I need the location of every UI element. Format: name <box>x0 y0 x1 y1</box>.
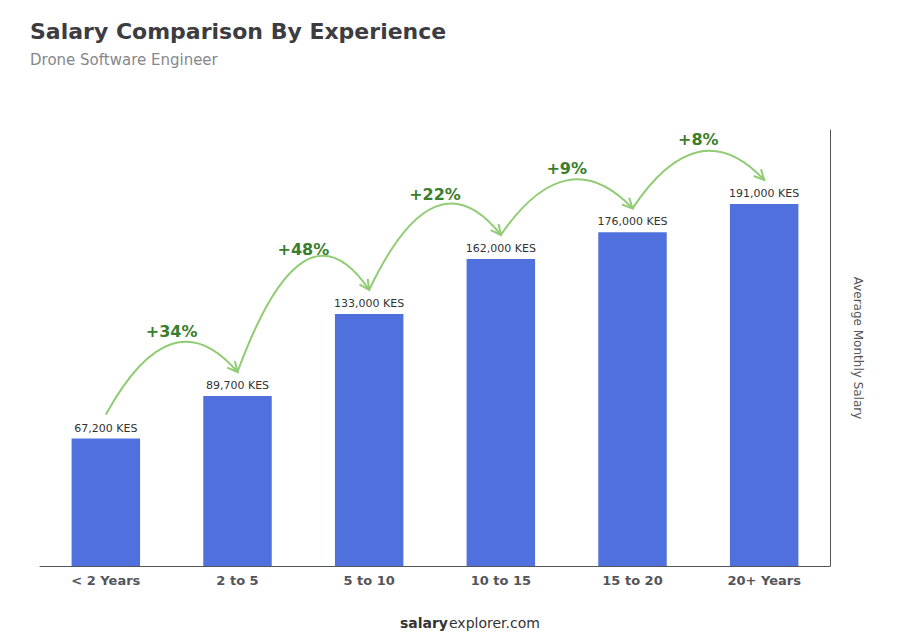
svg-text:2 to 5: 2 to 5 <box>216 573 258 588</box>
svg-text:10 to 15: 10 to 15 <box>471 573 531 588</box>
svg-text:< 2 Years: < 2 Years <box>71 573 140 588</box>
svg-text:89,700 KES: 89,700 KES <box>206 379 269 392</box>
svg-text:salary: salary <box>400 615 448 631</box>
svg-text:Drone Software Engineer: Drone Software Engineer <box>30 51 219 69</box>
svg-text:explorer.com: explorer.com <box>449 615 540 631</box>
svg-text:20+ Years: 20+ Years <box>727 573 801 588</box>
svg-text:15 to 20: 15 to 20 <box>602 573 662 588</box>
svg-text:+34%: +34% <box>146 322 198 341</box>
svg-text:+9%: +9% <box>546 159 587 178</box>
svg-text:Average Monthly Salary: Average Monthly Salary <box>851 277 865 420</box>
svg-text:+22%: +22% <box>409 185 461 204</box>
svg-text:162,000 KES: 162,000 KES <box>466 242 536 255</box>
svg-text:67,200 KES: 67,200 KES <box>74 422 137 435</box>
svg-text:Salary Comparison By Experienc: Salary Comparison By Experience <box>30 19 446 44</box>
svg-text:5 to 10: 5 to 10 <box>343 573 394 588</box>
svg-text:+48%: +48% <box>277 240 329 259</box>
svg-text:+8%: +8% <box>678 130 719 149</box>
svg-text:133,000 KES: 133,000 KES <box>334 297 404 310</box>
svg-text:191,000 KES: 191,000 KES <box>729 187 799 200</box>
svg-text:176,000 KES: 176,000 KES <box>597 215 667 228</box>
